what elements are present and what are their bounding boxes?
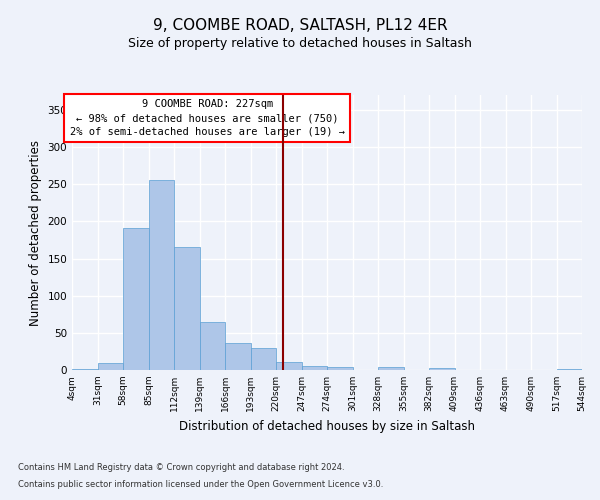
- Bar: [251, 348, 276, 370]
- Bar: [72, 368, 97, 370]
- Y-axis label: Number of detached properties: Number of detached properties: [29, 140, 42, 326]
- Bar: [429, 368, 455, 370]
- Text: Size of property relative to detached houses in Saltash: Size of property relative to detached ho…: [128, 38, 472, 51]
- Bar: [149, 180, 174, 370]
- X-axis label: Distribution of detached houses by size in Saltash: Distribution of detached houses by size …: [179, 420, 475, 432]
- Bar: [225, 342, 251, 370]
- Text: 9 COOMBE ROAD: 227sqm
← 98% of detached houses are smaller (750)
2% of semi-deta: 9 COOMBE ROAD: 227sqm ← 98% of detached …: [70, 99, 344, 137]
- Bar: [123, 228, 149, 370]
- Bar: [174, 246, 199, 370]
- Bar: [557, 368, 582, 370]
- Bar: [327, 367, 353, 370]
- Bar: [378, 367, 404, 370]
- Bar: [200, 322, 225, 370]
- Bar: [302, 366, 327, 370]
- Bar: [98, 364, 123, 370]
- Text: Contains HM Land Registry data © Crown copyright and database right 2024.: Contains HM Land Registry data © Crown c…: [18, 464, 344, 472]
- Text: Contains public sector information licensed under the Open Government Licence v3: Contains public sector information licen…: [18, 480, 383, 489]
- Text: 9, COOMBE ROAD, SALTASH, PL12 4ER: 9, COOMBE ROAD, SALTASH, PL12 4ER: [152, 18, 448, 32]
- Bar: [276, 362, 302, 370]
